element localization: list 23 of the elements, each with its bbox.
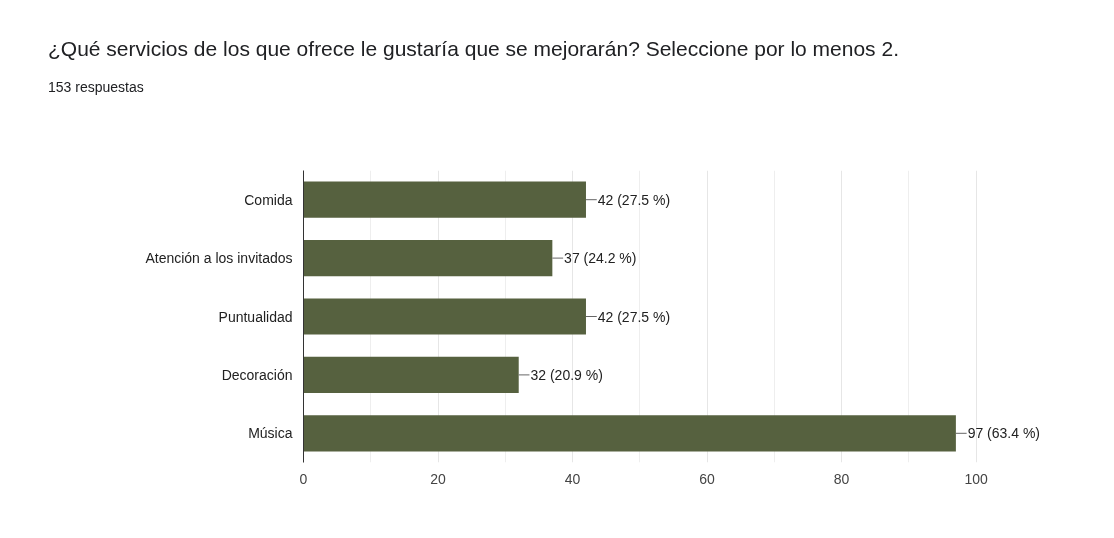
y-tick-label: Puntualidad — [218, 308, 293, 325]
bar — [303, 298, 586, 335]
x-tick-label: 100 — [964, 470, 988, 487]
x-tick-label: 40 — [564, 470, 581, 487]
bar — [303, 356, 519, 393]
bar — [303, 181, 586, 218]
chart-title: ¿Qué servicios de los que ofrece le gustaría que se mejorarán? Seleccione por lo menos 2. — [48, 36, 900, 62]
x-tick-label: 0 — [299, 470, 308, 487]
y-tick-label: Comida — [244, 191, 293, 208]
x-tick-label: 80 — [833, 470, 850, 487]
data-label: 32 (20.9 %) — [530, 366, 603, 383]
y-tick-label: Música — [248, 425, 293, 442]
x-tick-label: 60 — [699, 470, 716, 487]
data-label: 42 (27.5 %) — [597, 308, 671, 325]
y-tick-label: Atención a los invitados — [145, 250, 293, 267]
bar — [303, 240, 553, 277]
text: 153 respuestas — [48, 78, 145, 97]
data-label: 42 (27.5 %) — [597, 191, 671, 208]
data-label: 37 (24.2 %) — [564, 250, 637, 267]
x-tick-label: 20 — [430, 470, 447, 487]
bar — [303, 415, 956, 452]
data-label: 97 (63.4 %) — [967, 425, 1041, 442]
y-tick-label: Decoración — [221, 366, 293, 383]
